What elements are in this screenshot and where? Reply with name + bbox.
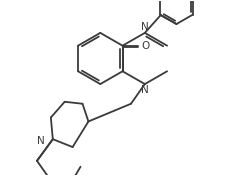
Text: N: N <box>140 22 148 32</box>
Text: N: N <box>140 85 148 95</box>
Text: N: N <box>37 136 45 146</box>
Text: O: O <box>141 41 149 51</box>
